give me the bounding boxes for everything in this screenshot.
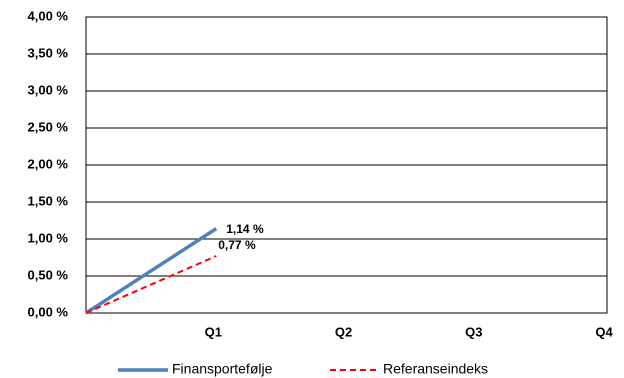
y-tick-label: 2,50 % <box>28 119 69 134</box>
y-tick-label: 4,00 % <box>28 8 69 23</box>
series-line <box>85 255 217 314</box>
x-tick-label: Q1 <box>205 324 222 339</box>
y-tick-label: 1,50 % <box>28 193 69 208</box>
data-label: 1,14 % <box>226 222 264 236</box>
y-tick-label: 2,00 % <box>28 156 69 171</box>
data-label: 0,77 % <box>218 238 256 252</box>
y-tick-label: 0,50 % <box>28 267 69 282</box>
x-tick-label: Q2 <box>335 324 352 339</box>
series-line <box>85 227 218 315</box>
x-tick-label: Q4 <box>595 324 613 339</box>
legend-label: Referanseindeks <box>383 361 488 377</box>
y-tick-label: 3,00 % <box>28 82 69 97</box>
y-tick-label: 3,50 % <box>28 45 69 60</box>
y-tick-label: 0,00 % <box>28 304 69 319</box>
legend-label: Finansportefølje <box>172 361 273 377</box>
y-tick-label: 1,00 % <box>28 230 69 245</box>
x-tick-label: Q3 <box>465 324 482 339</box>
